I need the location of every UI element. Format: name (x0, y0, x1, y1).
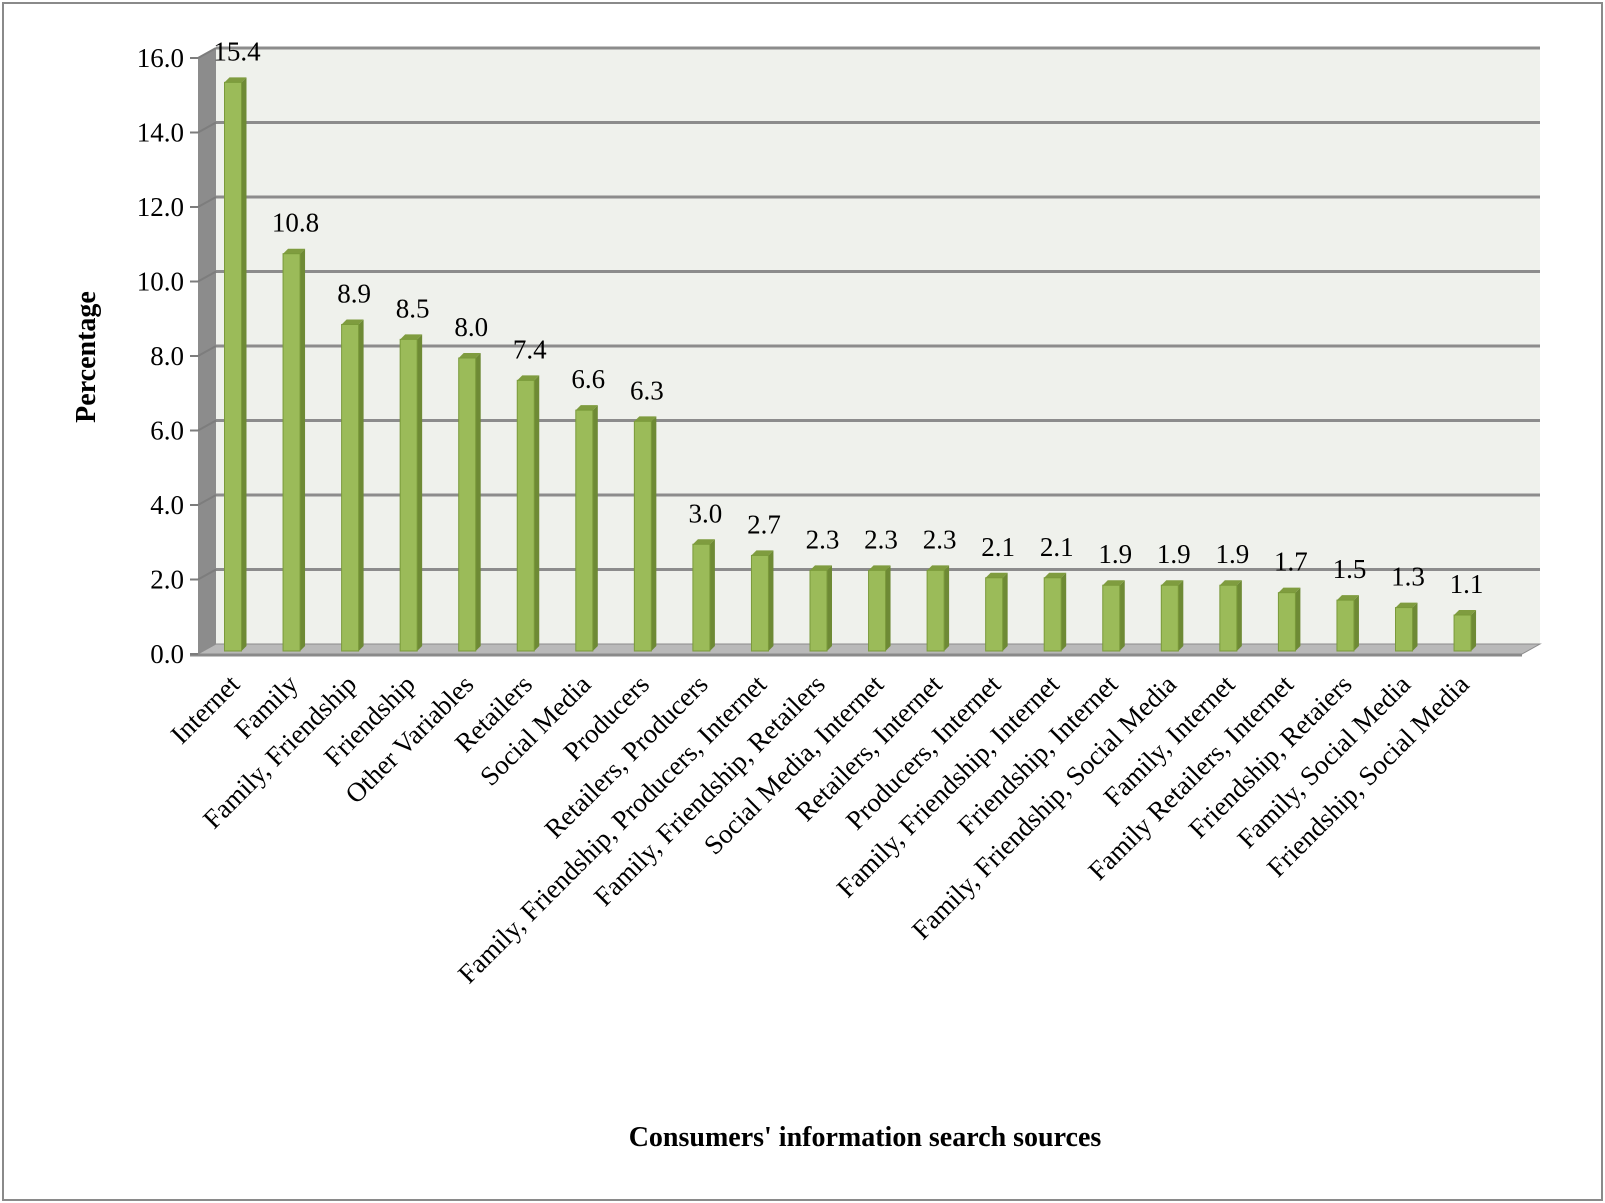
data-labels: 15.4 10.8 8.9 8.5 8.0 7.4 6.6 6.3 3.0 2.7 2.3 2.3 2.… (213, 36, 1483, 599)
data-label: 1.1 (1450, 569, 1484, 599)
data-label: 2.1 (981, 532, 1015, 562)
data-label: 8.9 (337, 278, 371, 308)
data-label: 7.4 (513, 334, 547, 364)
data-label: 6.3 (630, 375, 664, 405)
bar (458, 353, 481, 652)
gridline-side (197, 419, 217, 432)
data-label: 1.7 (1274, 547, 1308, 577)
bar (868, 565, 891, 652)
bar (1336, 595, 1359, 652)
data-label: 8.0 (454, 312, 488, 342)
bar (985, 572, 1008, 652)
gridline-side (197, 494, 217, 506)
bar (926, 565, 950, 652)
bar (282, 248, 306, 652)
data-label: 2.3 (864, 524, 898, 554)
bar (1219, 580, 1242, 652)
bar (1277, 587, 1301, 652)
y-tick-label: 16.0 (137, 43, 184, 73)
data-label: 10.8 (272, 208, 319, 238)
gridline-side (197, 270, 217, 283)
bar (399, 334, 423, 652)
data-label: 15.4 (213, 36, 261, 66)
x-category-label: Internet (165, 669, 246, 750)
bars (224, 77, 1477, 652)
bar (750, 550, 774, 652)
bar (1102, 580, 1125, 652)
y-tick-label: 0.0 (150, 639, 184, 669)
y-tick-label: 12.0 (137, 192, 184, 222)
data-label: 2.1 (1040, 532, 1074, 562)
bar (224, 77, 247, 652)
data-label: 6.6 (571, 364, 605, 394)
gridline-side (197, 196, 217, 208)
y-tick-label: 8.0 (150, 341, 184, 371)
bar (1453, 610, 1477, 652)
data-label: 8.5 (396, 293, 430, 323)
y-tick-label: 2.0 (150, 565, 184, 595)
data-label: 3.0 (689, 498, 723, 528)
y-tick-label: 14.0 (137, 118, 184, 148)
data-label: 2.7 (747, 509, 781, 539)
bar (1160, 580, 1184, 652)
bar (809, 565, 832, 652)
bar (575, 405, 598, 652)
x-axis-title: Consumers' information search sources (629, 1122, 1102, 1153)
bar (1395, 602, 1418, 652)
y-tick-label: 4.0 (150, 490, 184, 520)
data-label: 1.9 (1157, 539, 1191, 569)
bar (633, 416, 657, 652)
data-label: 2.3 (806, 524, 840, 554)
y-axis-title: Percentage (71, 291, 102, 423)
y-axis: 0.0 2.0 4.0 6.0 8.0 10.0 12.0 14.0 16.0 (137, 43, 198, 669)
bar (516, 375, 540, 652)
data-label: 1.9 (1215, 539, 1249, 569)
y-tick-label: 10.0 (137, 267, 184, 297)
data-label: 1.3 (1391, 562, 1425, 592)
bar (1043, 572, 1067, 652)
data-label: 2.3 (923, 524, 957, 554)
data-label: 1.9 (1098, 539, 1132, 569)
gridline-side (197, 345, 217, 357)
gridline-side (197, 121, 217, 134)
bar (692, 539, 715, 652)
gridline-side (197, 47, 217, 59)
gridline-side (197, 568, 217, 581)
data-label: 1.5 (1333, 554, 1367, 584)
y-tick-label: 6.0 (150, 416, 184, 446)
bar (341, 319, 364, 652)
